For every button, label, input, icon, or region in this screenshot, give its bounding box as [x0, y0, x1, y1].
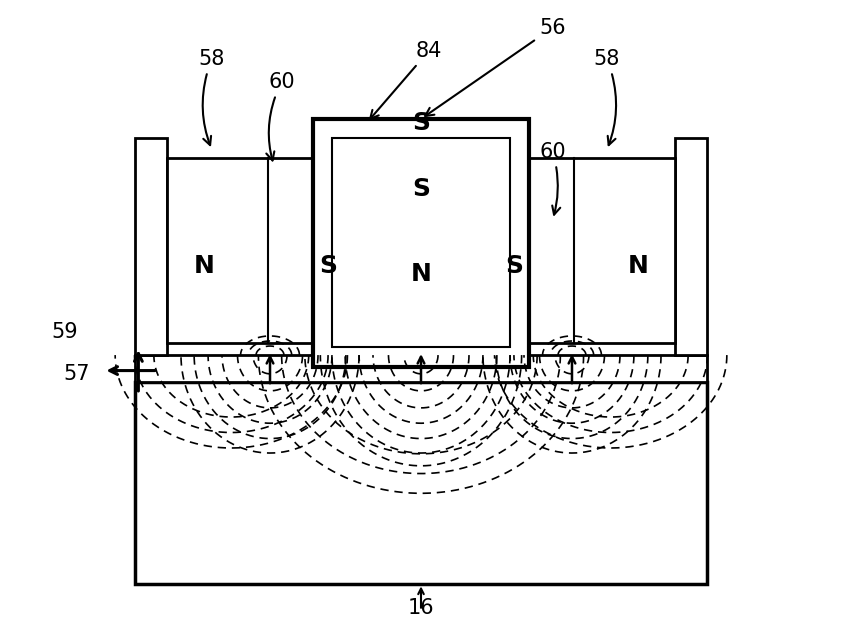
- Text: S: S: [412, 111, 430, 135]
- Text: N: N: [411, 262, 431, 286]
- FancyBboxPatch shape: [135, 355, 707, 382]
- FancyBboxPatch shape: [135, 138, 167, 355]
- Text: 16: 16: [408, 598, 434, 618]
- Text: 60: 60: [540, 142, 566, 214]
- FancyBboxPatch shape: [675, 138, 707, 355]
- FancyBboxPatch shape: [135, 382, 707, 584]
- Text: 60: 60: [266, 72, 295, 161]
- Text: 58: 58: [594, 49, 620, 145]
- Text: S: S: [319, 254, 337, 278]
- Text: S: S: [505, 254, 523, 278]
- FancyBboxPatch shape: [312, 119, 530, 367]
- Text: 84: 84: [370, 41, 442, 119]
- Text: 59: 59: [51, 322, 78, 342]
- FancyBboxPatch shape: [474, 158, 675, 344]
- FancyBboxPatch shape: [167, 158, 368, 344]
- Text: 58: 58: [199, 49, 225, 145]
- Text: 57: 57: [63, 364, 90, 384]
- Text: S: S: [412, 177, 430, 201]
- FancyBboxPatch shape: [332, 138, 510, 348]
- Text: N: N: [627, 254, 648, 278]
- Text: N: N: [194, 254, 215, 278]
- Text: 56: 56: [425, 18, 566, 116]
